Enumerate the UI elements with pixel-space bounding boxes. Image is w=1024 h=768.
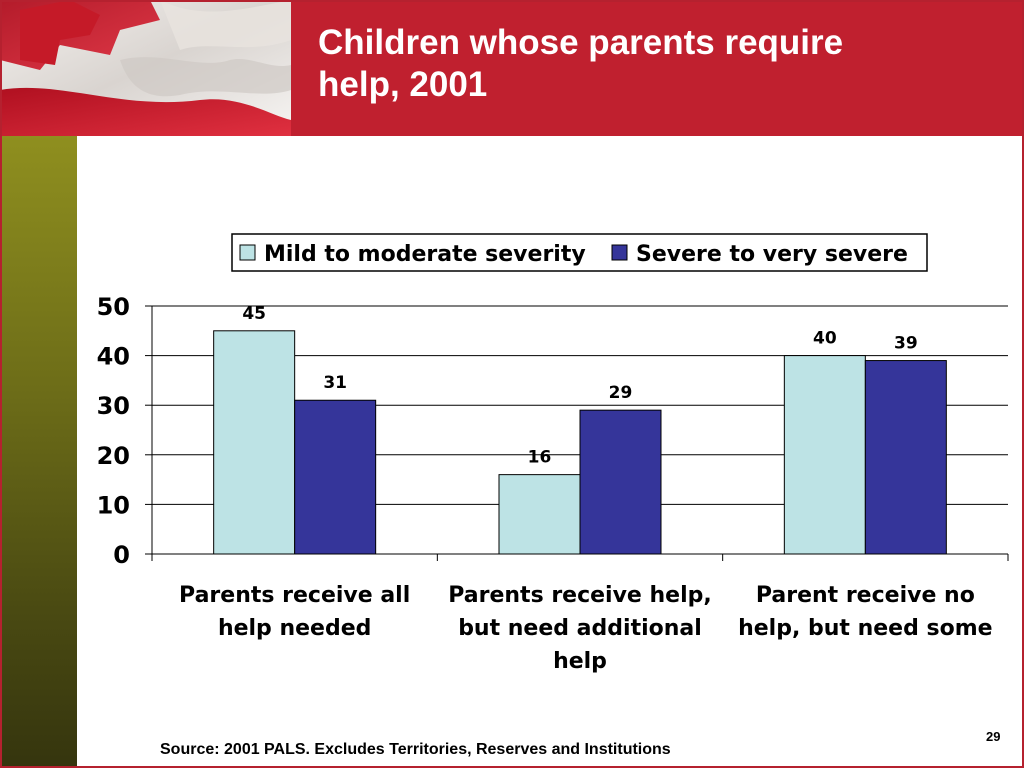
legend-box [231,233,928,272]
bar-0-1 [294,399,377,555]
data-label-0-0: 45 [242,304,266,324]
bar-1-1 [579,409,662,555]
x-category-label-0-0: Parents receive all [179,583,410,608]
decorative-sidebar [0,136,77,768]
data-label-2-1: 39 [894,334,918,354]
bar-2-0 [783,355,866,555]
x-category-label-1-2: help [553,649,607,674]
legend-swatch-severe [611,244,628,261]
chart-labels: 45 31 Parents receive all help needed 16 29 Pa… [179,304,993,674]
y-tick-label-20: 20 [97,442,130,470]
y-tick-label-0: 0 [113,541,130,569]
data-label-0-1: 31 [323,373,347,393]
legend-label-severe: Severe to very severe [636,242,908,267]
legend-swatch-mild [239,244,256,261]
y-tick-label-10: 10 [97,491,130,519]
chart-legend: Mild to moderate severity Severe to very… [231,233,928,272]
data-label-1-0: 16 [528,448,552,468]
title-line-2: help, 2001 [318,65,488,104]
title-banner: Children whose parents require help, 200… [0,0,1024,136]
bar-0-0 [213,330,296,555]
slide-title: Children whose parents require help, 200… [318,22,998,106]
x-category-label-0-1: help needed [218,616,371,641]
y-tick-label-40: 40 [97,343,130,371]
chart-axes: 0 10 20 30 40 50 [97,293,1009,569]
data-label-2-0: 40 [813,329,837,349]
canadian-flag-image [0,0,291,136]
title-line-1: Children whose parents require [318,23,844,62]
page-number: 29 [986,729,1001,744]
x-category-label-2-0: Parent receive no [756,583,975,608]
source-note: Source: 2001 PALS. Excludes Territories,… [160,741,671,758]
legend-label-mild: Mild to moderate severity [264,242,586,267]
y-tick-label-30: 30 [97,392,130,420]
chart-bars [213,330,947,555]
y-tick-label-50: 50 [97,293,130,321]
x-category-label-1-0: Parents receive help, [448,583,712,608]
bar-2-1 [864,360,947,555]
x-category-label-1-1: but need additional [458,616,702,641]
data-label-1-1: 29 [609,383,633,403]
x-category-label-2-1: help, but need some [738,616,992,641]
